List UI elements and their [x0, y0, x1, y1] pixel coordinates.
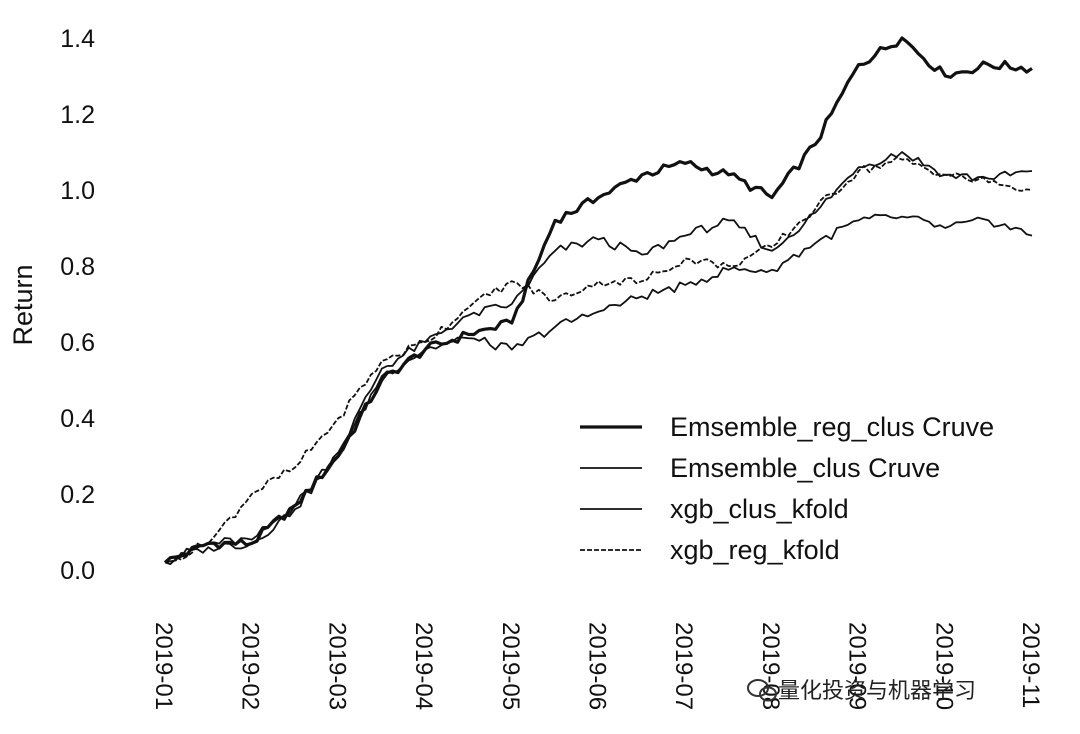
legend: Emsemble_reg_clus Cruve Emsemble_clus Cru…: [580, 412, 994, 565]
x-tick-label: 2019-11: [1017, 622, 1044, 708]
series-line: [163, 36, 1033, 564]
x-tick-label: 2019-09: [844, 622, 871, 710]
y-axis-label: Return: [8, 264, 38, 345]
watermark: 量化投资与机器学习: [747, 679, 976, 704]
x-tick-label: 2019-06: [584, 622, 611, 710]
x-tick-label: 2019-05: [497, 622, 524, 710]
legend-label: xgb_clus_kfold: [670, 494, 849, 524]
x-tick-label: 2019-02: [237, 622, 264, 710]
series-line: [164, 213, 1033, 564]
y-tick-label: 1.0: [60, 177, 95, 205]
x-tick-label: 2019-10: [930, 622, 957, 710]
x-tick-label: 2019-04: [410, 622, 437, 710]
series-lines: [163, 36, 1033, 565]
y-axis-ticks: 0.0 0.2 0.4 0.6 0.8 1.0 1.2 1.4: [60, 25, 95, 585]
y-tick-label: 0.2: [60, 481, 95, 509]
y-tick-label: 0.0: [60, 557, 95, 585]
legend-label: Emsemble_reg_clus Cruve: [670, 412, 994, 442]
watermark-text: 量化投资与机器学习: [778, 679, 976, 704]
y-tick-label: 0.6: [60, 329, 95, 357]
legend-label: Emsemble_clus Cruve: [670, 453, 940, 483]
y-tick-label: 1.4: [60, 25, 95, 53]
x-axis-ticks: 2019-01 2019-02 2019-03 2019-04 2019-05 2019-…: [150, 622, 1044, 710]
series-line: [164, 151, 1033, 565]
y-tick-label: 0.4: [60, 405, 95, 433]
x-tick-label: 2019-07: [670, 622, 697, 710]
series-line: [164, 156, 1033, 564]
x-tick-label: 2019-01: [150, 622, 177, 710]
wechat-icon: [747, 679, 777, 702]
legend-label: xgb_reg_kfold: [670, 535, 840, 565]
y-tick-label: 0.8: [60, 253, 95, 281]
x-tick-label: 2019-03: [323, 622, 350, 710]
y-tick-label: 1.2: [60, 101, 95, 129]
